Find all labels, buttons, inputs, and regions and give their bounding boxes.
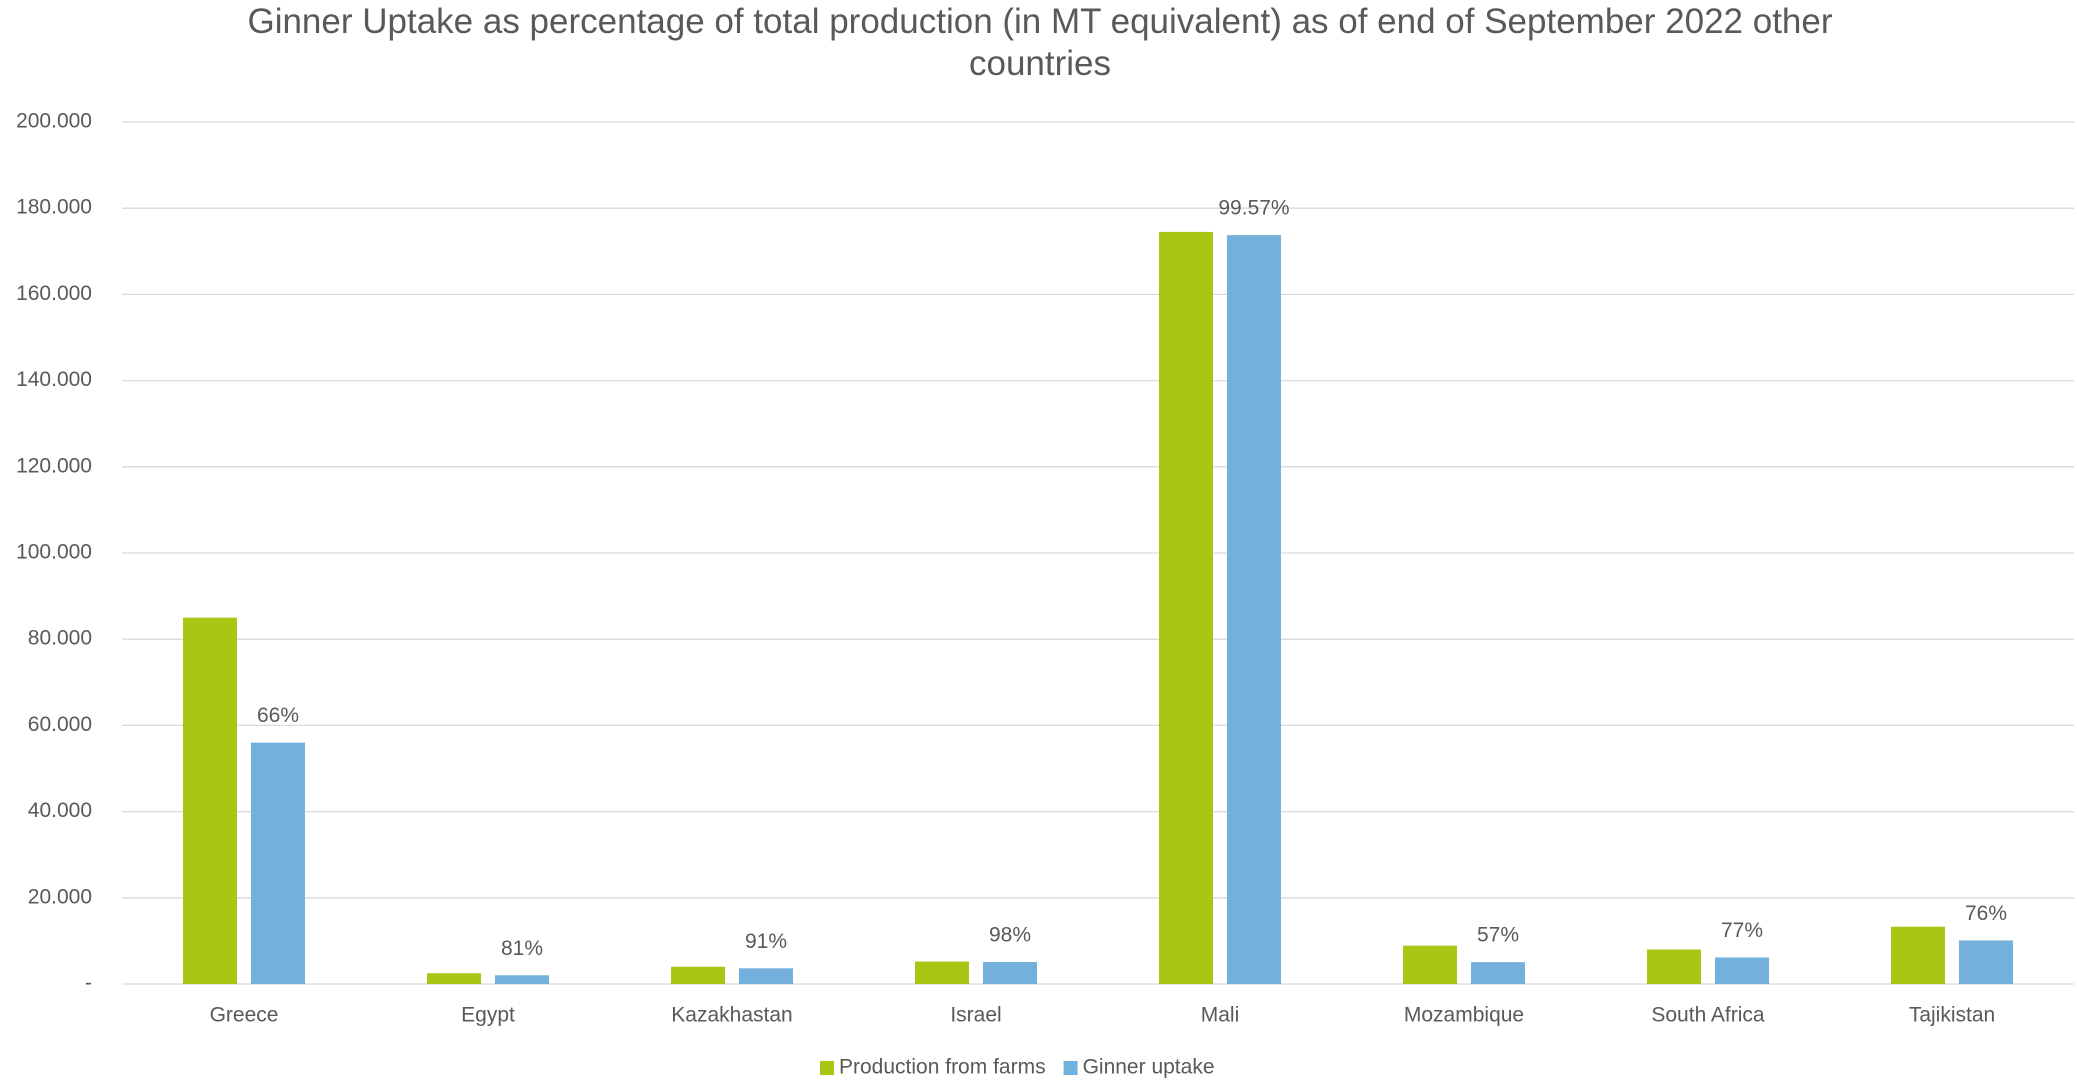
percent-label: 99.57% [1218,197,1289,220]
x-tick-label: Tajikistan [1909,1004,1995,1027]
y-tick-label: 120.000 [16,454,92,477]
y-tick-label: 20.000 [28,885,92,908]
y-tick-label: 200.000 [16,110,92,133]
bar [1227,235,1281,984]
bar [1715,957,1769,984]
x-tick-label: Israel [950,1004,1001,1027]
y-tick-label: 80.000 [28,627,92,650]
y-tick-label: 140.000 [16,368,92,391]
bar [915,961,969,984]
y-tick-label: - [85,972,92,995]
bar [1403,945,1457,984]
percent-label: 66% [257,704,299,727]
x-tick-label: Mali [1201,1004,1240,1027]
percent-label: 76% [1965,902,2007,925]
percent-label: 57% [1477,924,1519,947]
percent-label: 81% [501,937,543,960]
bar [1891,926,1945,984]
percent-label: 77% [1721,919,1763,942]
y-tick-label: 180.000 [16,196,92,219]
bar [495,975,549,984]
bar [1959,940,2013,984]
x-tick-label: South Africa [1651,1004,1765,1027]
y-tick-label: 160.000 [16,282,92,305]
x-tick-label: Egypt [461,1004,515,1027]
legend-swatch [1063,1061,1078,1075]
x-tick-label: Mozambique [1404,1004,1524,1027]
percent-label: 91% [745,930,787,953]
bar [427,973,481,984]
legend-label: Production from farms [839,1056,1046,1079]
x-tick-label: Greece [210,1004,279,1027]
y-tick-label: 40.000 [28,799,92,822]
bar [1471,962,1525,984]
bar [251,742,305,984]
legend-label: Ginner uptake [1083,1056,1215,1079]
bar [671,966,725,984]
x-tick-label: Kazakhastan [671,1004,792,1027]
bar [1647,949,1701,984]
bar [983,962,1037,984]
bar [1159,231,1213,984]
y-tick-label: 100.000 [16,541,92,564]
legend-swatch [820,1061,834,1075]
chart-title: Ginner Uptake as percentage of total pro… [247,2,1832,83]
bar [183,617,237,984]
percent-label: 98% [989,924,1031,947]
y-tick-label: 60.000 [28,713,92,736]
bar [739,968,793,984]
